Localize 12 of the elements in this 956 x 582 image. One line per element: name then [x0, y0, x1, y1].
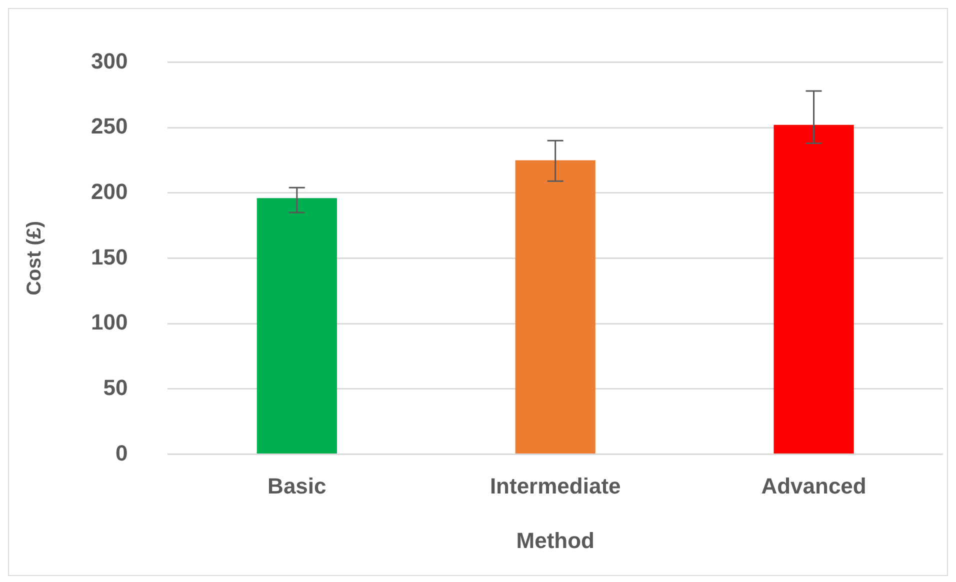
- x-tick-label: Advanced: [761, 473, 866, 498]
- y-tick-label: 0: [115, 440, 128, 466]
- y-tick-label: 200: [90, 178, 128, 204]
- y-tick-label: 50: [103, 374, 128, 400]
- x-tick-label: Basic: [268, 473, 326, 498]
- y-tick-label: 300: [90, 48, 128, 74]
- x-axis-title: Method: [516, 528, 594, 553]
- y-tick-label: 100: [90, 310, 128, 335]
- x-tick-label: Intermediate: [490, 473, 621, 498]
- y-axis-title: Cost (£): [24, 220, 46, 296]
- y-tick-label: 150: [90, 244, 128, 270]
- y-tick-label: 250: [90, 114, 128, 139]
